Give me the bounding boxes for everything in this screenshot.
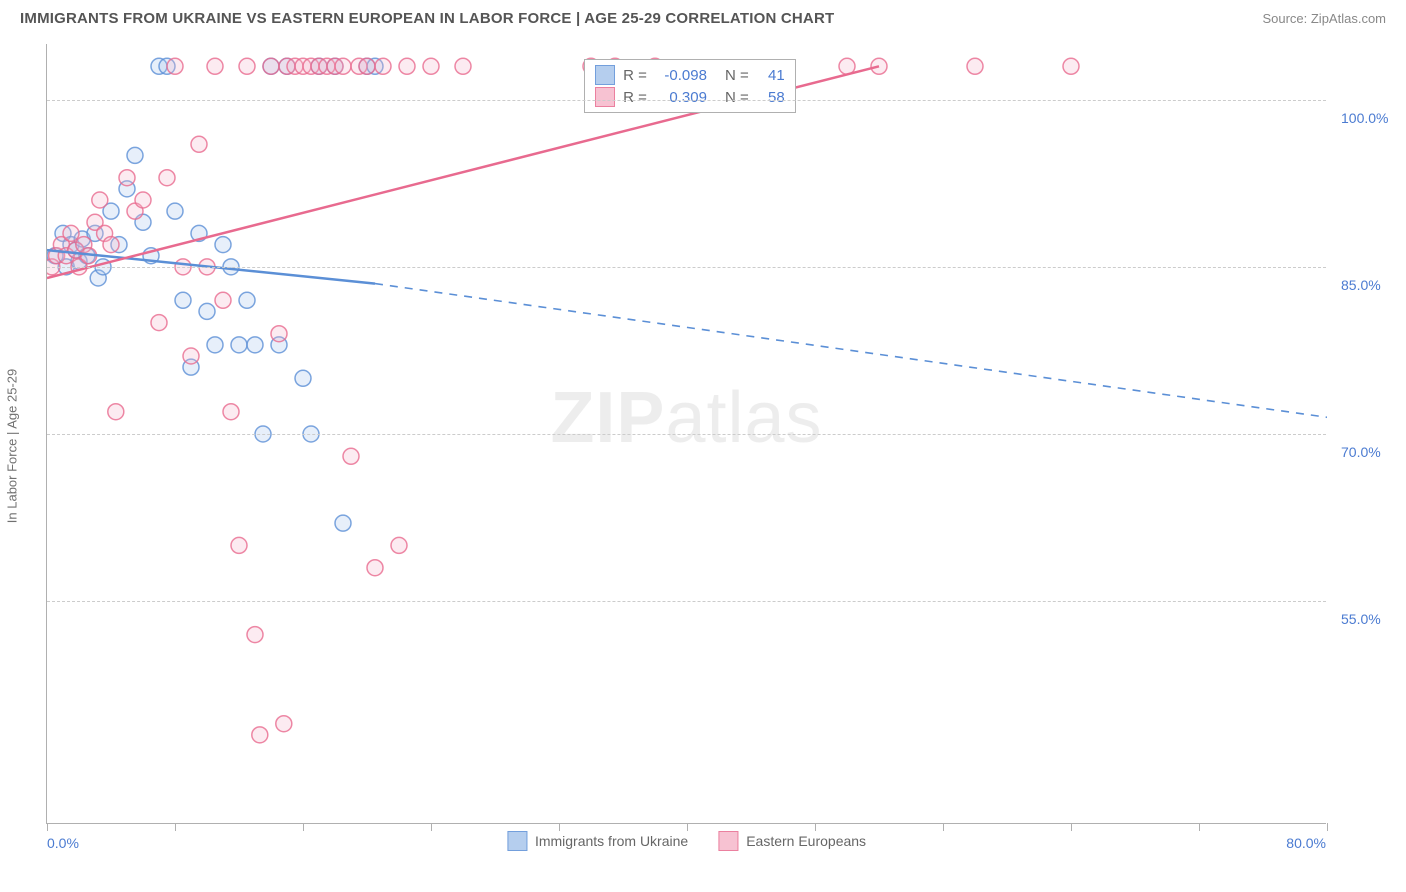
chart-title: IMMIGRANTS FROM UKRAINE VS EASTERN EUROP…: [20, 10, 834, 27]
chart-container: IMMIGRANTS FROM UKRAINE VS EASTERN EUROP…: [0, 0, 1406, 892]
stat-r-value: 0.309: [655, 89, 707, 106]
stat-r-label: R =: [623, 67, 647, 84]
stat-r-label: R =: [623, 89, 647, 106]
x-tick: [431, 823, 432, 831]
plot-area: ZIPatlas R =-0.098N =41R =0.309N =58 Imm…: [46, 44, 1326, 824]
y-tick-label: 100.0%: [1341, 110, 1388, 126]
gridline: [47, 100, 1326, 101]
gridline: [47, 601, 1326, 602]
legend-swatch: [595, 87, 615, 107]
legend-item: Eastern Europeans: [718, 831, 866, 851]
legend-swatch: [595, 65, 615, 85]
x-tick: [1327, 823, 1328, 831]
legend-label: Immigrants from Ukraine: [535, 833, 688, 849]
legend-swatch: [718, 831, 738, 851]
y-tick-label: 70.0%: [1341, 444, 1381, 460]
stats-row: R = -0.098 N = 41: [595, 64, 785, 86]
x-tick: [1199, 823, 1200, 831]
y-axis-label: In Labor Force | Age 25-29: [5, 369, 20, 523]
x-tick: [1071, 823, 1072, 831]
x-tick: [943, 823, 944, 831]
x-tick: [303, 823, 304, 831]
gridline: [47, 434, 1326, 435]
y-tick-label: 85.0%: [1341, 277, 1381, 293]
stat-n-value: 41: [757, 67, 785, 84]
stat-n-label: N =: [725, 67, 749, 84]
watermark: ZIPatlas: [550, 377, 822, 459]
chart-source: Source: ZipAtlas.com: [1262, 11, 1386, 26]
stat-n-value: 58: [757, 89, 785, 106]
x-tick: [687, 823, 688, 831]
y-tick-label: 55.0%: [1341, 611, 1381, 627]
stat-r-value: -0.098: [655, 67, 707, 84]
x-tick-label: 80.0%: [1286, 835, 1326, 851]
stats-legend-box: R = -0.098 N = 41 R = 0.309 N = 58: [584, 59, 796, 113]
x-tick: [47, 823, 48, 831]
x-tick: [559, 823, 560, 831]
bottom-legend: Immigrants from Ukraine Eastern Europeans: [507, 831, 866, 851]
x-tick: [815, 823, 816, 831]
legend-swatch: [507, 831, 527, 851]
chart-header: IMMIGRANTS FROM UKRAINE VS EASTERN EUROP…: [0, 0, 1406, 31]
legend-item: Immigrants from Ukraine: [507, 831, 688, 851]
legend-label: Eastern Europeans: [746, 833, 866, 849]
stats-row: R = 0.309 N = 58: [595, 86, 785, 108]
chart-wrap: ZIPatlas R =-0.098N =41R =0.309N =58 Imm…: [46, 44, 1386, 824]
x-tick: [175, 823, 176, 831]
gridline: [47, 267, 1326, 268]
stat-n-label: N =: [725, 89, 749, 106]
x-tick-label: 0.0%: [47, 835, 79, 851]
